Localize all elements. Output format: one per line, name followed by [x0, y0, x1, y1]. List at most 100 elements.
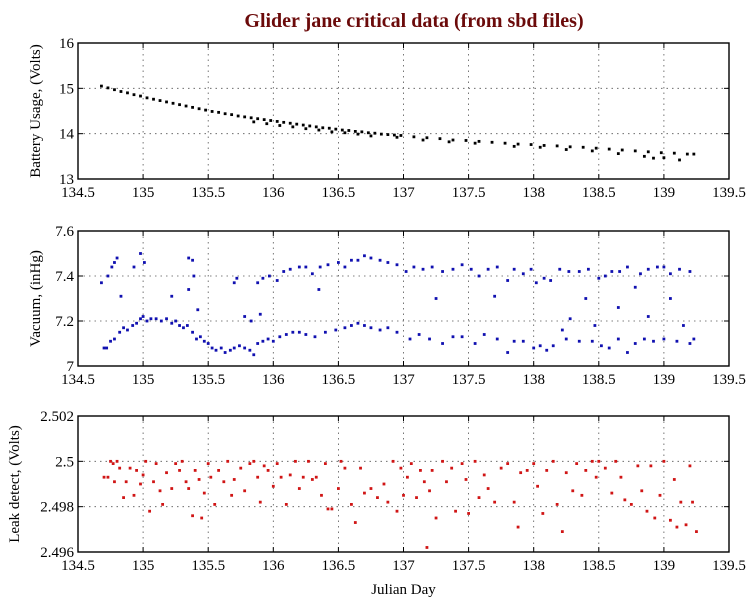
data-point: [376, 496, 379, 499]
data-point: [106, 86, 110, 90]
data-point: [493, 294, 497, 298]
x-tick-label: 135.5: [191, 372, 225, 388]
data-point: [386, 326, 390, 330]
data-point: [607, 147, 611, 151]
data-point: [555, 144, 559, 148]
data-point: [297, 330, 301, 334]
data-point: [337, 261, 340, 264]
data-point: [395, 509, 399, 513]
x-axis-label: Julian Day: [371, 582, 436, 598]
data-point: [636, 464, 640, 468]
data-point: [267, 274, 271, 278]
data-point: [197, 107, 201, 111]
data-point: [678, 158, 681, 162]
data-point: [106, 274, 110, 278]
x-tick-label: 137: [392, 558, 415, 574]
data-point: [118, 330, 122, 334]
data-point: [503, 141, 507, 145]
data-point: [105, 346, 109, 350]
data-point: [161, 503, 165, 506]
data-point: [243, 346, 247, 350]
data-point: [412, 265, 416, 269]
data-point: [536, 484, 540, 488]
data-point: [139, 482, 142, 486]
data-point: [102, 346, 106, 350]
data-point: [149, 317, 153, 321]
data-point: [662, 265, 666, 269]
data-point: [684, 523, 688, 527]
data-point: [252, 120, 256, 124]
data-point: [256, 281, 260, 285]
data-point: [258, 312, 262, 316]
data-point: [282, 270, 286, 273]
data-point: [356, 321, 360, 325]
data-point: [618, 270, 622, 273]
data-point: [594, 146, 598, 150]
data-point: [586, 267, 590, 271]
data-point: [317, 128, 321, 132]
data-point: [202, 339, 206, 343]
data-point: [310, 478, 314, 481]
y-tick-label: 2.498: [40, 500, 74, 516]
data-point: [639, 272, 642, 276]
data-point: [343, 131, 347, 135]
y-axis-label: Vacuum, (inHg): [28, 250, 44, 347]
data-point: [126, 91, 129, 95]
data-point: [386, 500, 390, 504]
data-point: [366, 131, 370, 135]
data-point: [139, 252, 142, 255]
data-point: [560, 530, 564, 533]
data-point: [486, 267, 490, 271]
data-point: [204, 108, 207, 112]
data-point: [428, 489, 431, 493]
data-point: [314, 125, 318, 129]
data-point: [256, 342, 260, 345]
data-point: [669, 272, 672, 276]
data-point: [304, 127, 308, 131]
data-point: [532, 346, 536, 350]
data-point: [658, 493, 662, 497]
data-point: [555, 503, 559, 506]
data-point: [506, 462, 510, 465]
subplot-leak: 134.5 135 135.5 136 136.5 137 137.5 138 138.5 139…: [7, 409, 746, 598]
data-point: [382, 482, 386, 486]
x-tick-label: 138.5: [582, 372, 616, 388]
data-point: [460, 462, 464, 465]
data-point: [616, 306, 620, 309]
data-point: [434, 516, 438, 520]
data-point: [178, 103, 181, 107]
data-point: [633, 149, 637, 153]
data-point: [288, 473, 292, 477]
data-point: [551, 459, 555, 463]
data-point: [232, 346, 236, 350]
data-point: [593, 324, 597, 327]
x-tick-label: 139: [653, 558, 676, 574]
data-point: [113, 88, 116, 92]
data-point: [252, 459, 256, 463]
x-tick-label: 136.5: [322, 558, 356, 574]
data-point: [399, 134, 403, 137]
subplot-vacuum: 134.5 135 135.5 136 136.5 137 137.5 138 138.5 139…: [28, 224, 746, 388]
data-point: [297, 265, 301, 269]
data-point: [284, 503, 288, 506]
data-point: [649, 464, 653, 468]
data-point: [353, 130, 357, 133]
data-point: [132, 93, 136, 97]
data-point: [519, 471, 523, 475]
data-point: [122, 496, 125, 499]
data-point: [126, 328, 129, 332]
data-point: [100, 281, 103, 285]
data-point: [652, 156, 655, 160]
data-point: [165, 100, 168, 104]
data-point: [115, 459, 119, 463]
data-point: [301, 475, 305, 479]
data-point: [307, 459, 310, 463]
data-point: [334, 328, 338, 332]
data-point: [675, 525, 679, 529]
data-point: [662, 337, 666, 341]
data-point: [145, 319, 149, 323]
data-point: [584, 297, 588, 300]
data-point: [294, 459, 297, 463]
data-point: [542, 144, 546, 147]
data-point: [395, 330, 399, 334]
